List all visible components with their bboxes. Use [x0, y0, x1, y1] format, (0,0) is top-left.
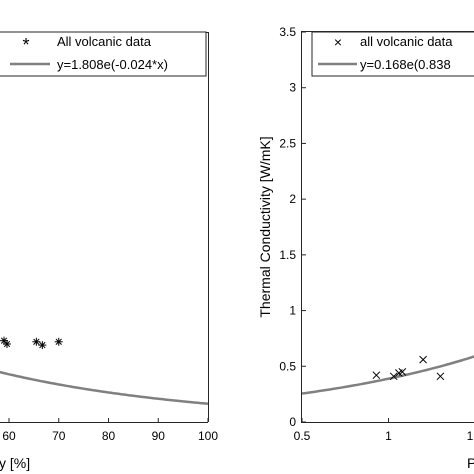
left-x-tick-label: 90 [152, 429, 166, 443]
right-data-point [398, 368, 407, 376]
right-y-tick-label: 2.5 [279, 136, 296, 150]
left-x-tick-label: 80 [102, 429, 116, 443]
left-legend: * All volcanic data y=1.808e(-0.024*x) [0, 31, 207, 77]
left-data-point [3, 340, 12, 348]
right-legend: × all volcanic data y=0.168e(0.838 [311, 31, 474, 77]
right-plot-area [301, 355, 474, 395]
right-y-tick-label: 3 [289, 81, 296, 95]
left-data-point [38, 341, 47, 350]
right-y-tick-label: 2 [289, 192, 296, 206]
left-x-ticks: 60 70 80 90 100 [2, 418, 218, 443]
left-data-point [32, 337, 41, 346]
right-y-tick-label: 0 [289, 415, 296, 429]
right-x-tick-label: 0.5 [294, 429, 311, 443]
right-data-point [389, 372, 398, 381]
right-x-tick-label: 1.5 [467, 429, 474, 443]
right-y-tick-label: 0.5 [279, 359, 296, 373]
left-legend-box [0, 31, 207, 77]
right-data-point [419, 355, 427, 364]
right-chart: 00.511.522.533.5 0.511.5 Thermal Conduct… [257, 25, 474, 471]
left-chart: 60 70 80 90 100 y [%] * All volcanic data y=… [0, 31, 218, 471]
right-y-tick-label: 1 [289, 304, 296, 318]
right-x-ticks: 0.5 1 1.5 [294, 418, 474, 443]
right-legend-box [311, 31, 474, 77]
left-data-point [54, 337, 63, 346]
left-x-tick-label: 70 [52, 429, 66, 443]
right-legend-scatter-label: all volcanic data [360, 34, 453, 49]
right-data-point [436, 372, 445, 381]
right-y-tick-label: 1.5 [279, 248, 296, 262]
right-legend-x-icon: × [334, 34, 342, 50]
right-fit-line [301, 355, 474, 395]
right-data-point [372, 371, 381, 380]
left-x-axis-title: y [%] [0, 455, 30, 471]
right-x-tick-label: 1 [385, 429, 392, 443]
left-plot-area [0, 336, 209, 405]
left-legend-asterisk-icon: * [22, 35, 29, 55]
right-y-tick-label: 3.5 [279, 25, 296, 39]
right-x-axis-title: P [467, 455, 474, 471]
right-y-ticks: 0 0.5 1 1.5 2 2.5 3 3.5 [279, 25, 306, 429]
right-legend-fit-label: y=0.168e(0.838 [360, 57, 451, 72]
left-legend-scatter-label: All volcanic data [57, 34, 152, 49]
left-fit-line [0, 370, 209, 405]
right-y-axis-title: Thermal Conductivity [W/mK] [257, 136, 273, 317]
left-x-tick-label: 100 [198, 429, 218, 443]
left-legend-fit-label: y=1.808e(-0.024*x) [57, 57, 168, 72]
left-x-tick-label: 60 [2, 429, 16, 443]
